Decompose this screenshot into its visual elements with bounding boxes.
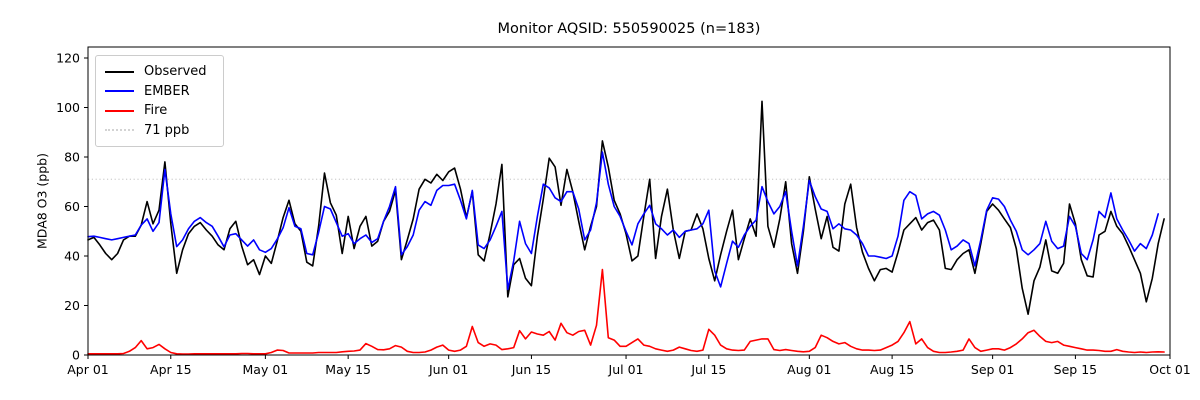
legend-label-fire: Fire — [144, 103, 168, 118]
legend-label-threshold: 71 ppb — [144, 122, 190, 138]
legend-item-fire: Fire — [105, 103, 215, 118]
x-axis-tick-label: May 15 — [325, 362, 371, 377]
legend-item-observed: Observed — [105, 64, 215, 79]
x-axis-tick-label: Apr 15 — [150, 362, 192, 377]
x-axis-tick-label: Aug 15 — [870, 362, 914, 377]
x-axis-tick-label: Jul 15 — [690, 362, 726, 377]
legend-item-ember: EMBER — [105, 84, 215, 99]
legend-item-threshold: 71 ppb — [105, 123, 215, 138]
y-axis-tick-label: 100 — [56, 100, 80, 115]
axes-frame — [87, 46, 1171, 356]
chart-title: Monitor AQSID: 550590025 (n=183) — [497, 21, 761, 37]
x-axis-tick-label: May 01 — [243, 362, 289, 377]
series-observed-line — [87, 100, 1165, 315]
y-axis-tick-label: 120 — [56, 51, 80, 66]
legend: Observed EMBER Fire 71 ppb — [95, 55, 224, 147]
x-axis-tick-label: Jul 01 — [608, 362, 644, 377]
legend-ember-line-icon — [105, 90, 134, 92]
y-axis-tick-label: 0 — [72, 348, 80, 363]
legend-threshold-dotted-line-icon — [105, 129, 134, 131]
legend-fire-line-icon — [105, 109, 134, 112]
y-axis-tick-label: 60 — [64, 199, 80, 214]
series-fire-line — [87, 268, 1165, 355]
x-axis-tick-label: Sep 15 — [1054, 362, 1097, 377]
legend-observed-line-icon — [105, 70, 134, 73]
x-axis-tick-label: Sep 01 — [971, 362, 1014, 377]
x-axis-tick-label: Jun 01 — [428, 362, 468, 377]
x-axis-tick-label: Oct 01 — [1149, 362, 1191, 377]
x-axis-tick-label: Aug 01 — [787, 362, 831, 377]
y-axis-tick-label: 80 — [64, 150, 80, 165]
y-axis-tick-label: 40 — [64, 249, 80, 264]
x-axis-tick-label: Jun 15 — [511, 362, 551, 377]
x-axis-tick-label: Apr 01 — [67, 362, 109, 377]
legend-label-observed: Observed — [144, 64, 207, 79]
legend-label-ember: EMBER — [144, 83, 190, 99]
y-axis-tick-label: 20 — [64, 298, 80, 313]
series-ember-line — [87, 151, 1159, 291]
